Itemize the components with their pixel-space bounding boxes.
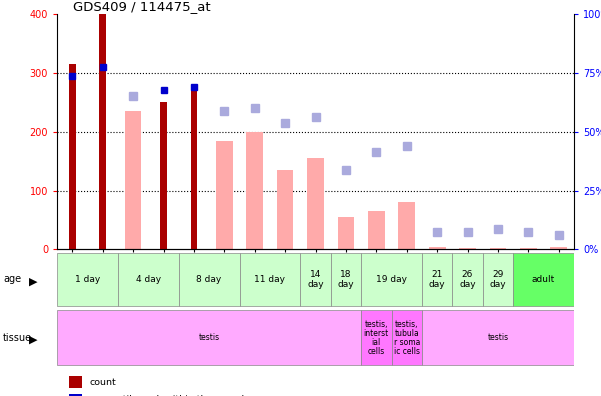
Text: 14
day: 14 day [307, 270, 324, 289]
Text: GDS409 / 114475_at: GDS409 / 114475_at [73, 0, 210, 13]
Bar [118, 253, 178, 306]
Text: 29
day: 29 day [490, 270, 506, 289]
Text: 26
day: 26 day [459, 270, 476, 289]
Text: 8 day: 8 day [197, 275, 222, 284]
Bar [368, 211, 385, 249]
Bar [160, 102, 167, 249]
Bar [398, 202, 415, 249]
Bar [276, 170, 293, 249]
Bar [520, 248, 537, 249]
Bar [216, 141, 233, 249]
Bar [361, 253, 422, 306]
Bar [57, 253, 118, 306]
Bar [490, 248, 506, 249]
Bar [422, 310, 574, 365]
Text: 1 day: 1 day [75, 275, 100, 284]
Bar [99, 14, 106, 249]
Bar [307, 158, 324, 249]
Bar [453, 253, 483, 306]
Bar [331, 253, 361, 306]
Text: age: age [3, 274, 21, 284]
Text: 11 day: 11 day [254, 275, 285, 284]
Bar [338, 217, 355, 249]
Text: testis,
tubula
r soma
ic cells: testis, tubula r soma ic cells [394, 320, 420, 356]
Bar [459, 248, 476, 249]
Text: count: count [90, 378, 117, 386]
Bar [300, 253, 331, 306]
Text: testis,
interst
ial
cells: testis, interst ial cells [364, 320, 389, 356]
Text: ▶: ▶ [29, 276, 37, 286]
Bar [125, 111, 141, 249]
Text: testis: testis [198, 333, 220, 342]
Bar [361, 310, 391, 365]
Bar [391, 310, 422, 365]
Text: ▶: ▶ [29, 335, 37, 345]
Text: 18
day: 18 day [338, 270, 354, 289]
Bar [57, 310, 361, 365]
Bar [483, 253, 513, 306]
Bar [69, 64, 76, 249]
Bar [240, 253, 300, 306]
Text: 21
day: 21 day [429, 270, 445, 289]
Bar [191, 90, 197, 249]
Bar [513, 253, 574, 306]
Bar [551, 247, 567, 249]
Text: 19 day: 19 day [376, 275, 407, 284]
Text: 4 day: 4 day [136, 275, 161, 284]
Bar [422, 253, 453, 306]
Text: adult: adult [532, 275, 555, 284]
Bar [246, 131, 263, 249]
Text: tissue: tissue [3, 333, 32, 343]
Text: testis: testis [487, 333, 508, 342]
Bar [178, 253, 240, 306]
Bar [429, 247, 445, 249]
